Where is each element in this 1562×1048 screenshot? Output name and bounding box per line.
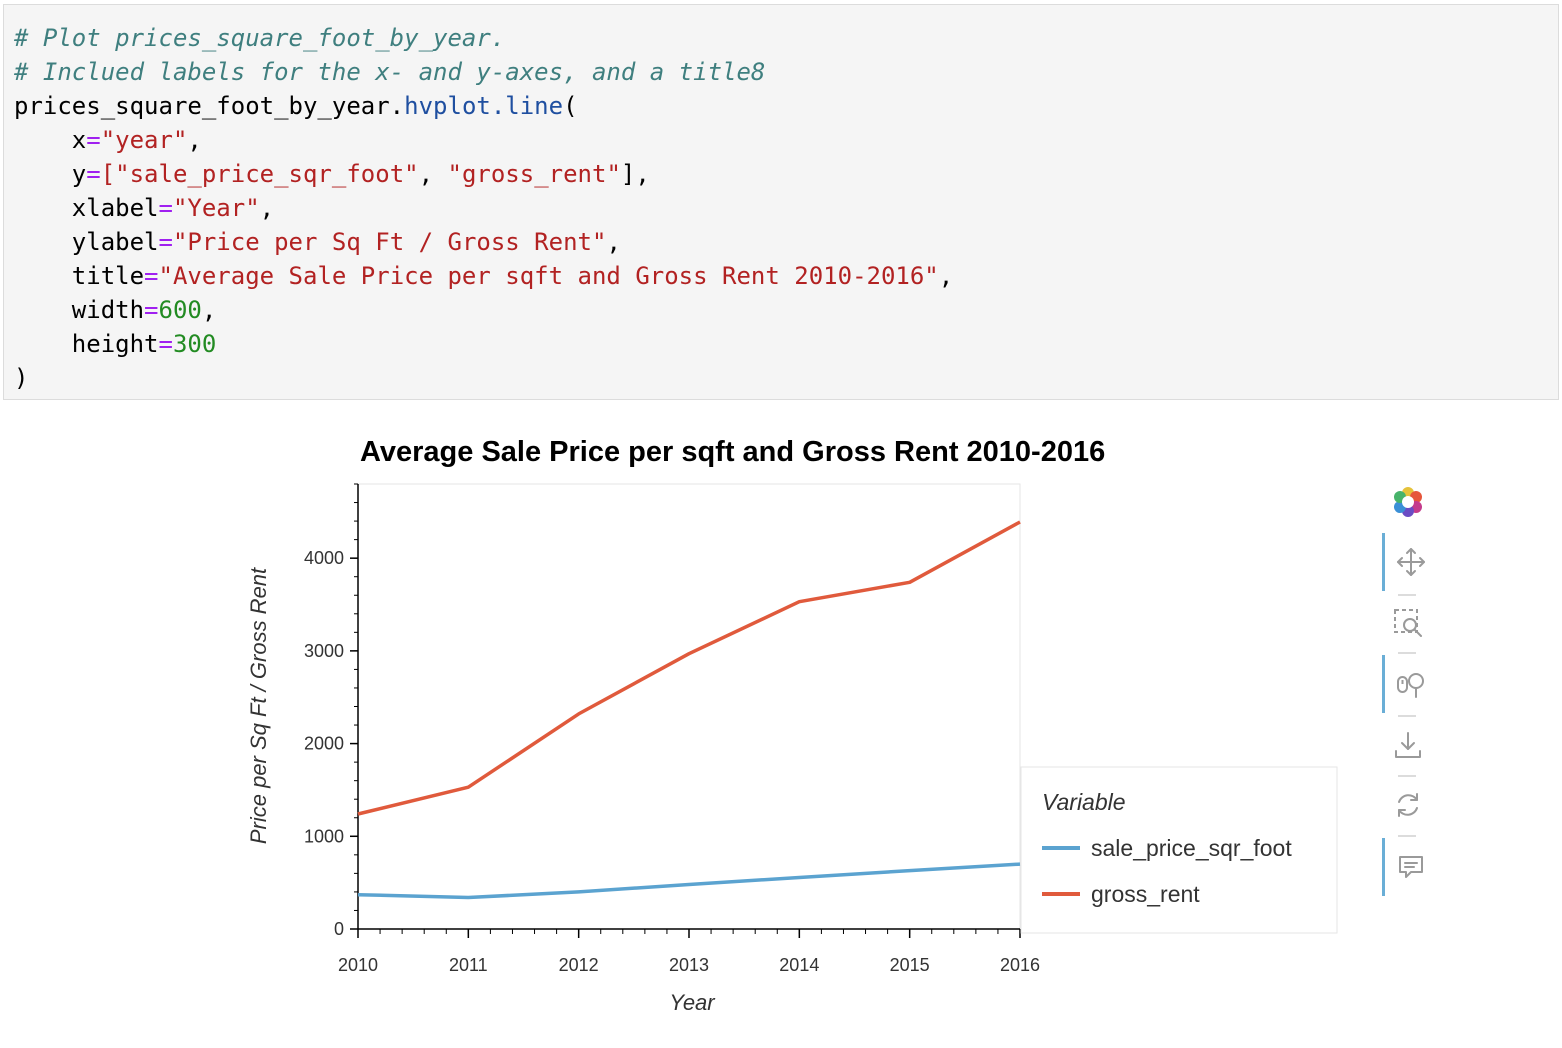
code-comment-line: # Inclued labels for the x- and y-axes, … bbox=[14, 58, 766, 86]
x-axis-title: Year bbox=[669, 990, 716, 1015]
hover-tool-button[interactable] bbox=[1382, 838, 1437, 896]
code-operator: = bbox=[144, 262, 159, 290]
hover-comment-icon bbox=[1399, 856, 1423, 878]
code-object: prices_square_foot_by_year. bbox=[14, 92, 405, 120]
code-string: "Year" bbox=[172, 194, 260, 222]
toolbar-divider bbox=[1398, 594, 1416, 596]
code-comma: , bbox=[938, 262, 954, 290]
wheel-zoom-icon bbox=[1397, 673, 1424, 698]
code-param: height bbox=[71, 330, 159, 358]
reset-tool-button[interactable] bbox=[1382, 779, 1434, 831]
box-zoom-icon bbox=[1394, 609, 1422, 637]
code-line: ) bbox=[14, 361, 953, 395]
y-tick-label: 4000 bbox=[304, 548, 344, 568]
code-line: height=300 bbox=[14, 327, 953, 361]
legend-item[interactable]: gross_rent bbox=[1042, 881, 1200, 907]
code-string: "Price per Sq Ft / Gross Rent" bbox=[172, 228, 607, 256]
bokeh-logo-icon bbox=[1394, 487, 1422, 517]
y-tick-label: 2000 bbox=[304, 734, 344, 754]
code-param: y bbox=[71, 160, 87, 188]
legend-items[interactable]: sale_price_sqr_foot gross_rent bbox=[1042, 835, 1292, 907]
code-comment-line: # Plot prices_square_foot_by_year. bbox=[14, 24, 506, 52]
box-zoom-tool-button[interactable] bbox=[1382, 597, 1434, 649]
chart-title: Average Sale Price per sqft and Gross Re… bbox=[360, 436, 1106, 468]
x-tick-label: 2014 bbox=[779, 955, 819, 975]
code-number: 300 bbox=[172, 330, 217, 358]
code-string: "year" bbox=[100, 126, 188, 154]
code-comma: , bbox=[259, 194, 275, 222]
code-string: "gross_rent" bbox=[447, 160, 621, 188]
legend-label: sale_price_sqr_foot bbox=[1091, 835, 1292, 861]
x-tick-label: 2015 bbox=[890, 955, 930, 975]
code-line: title="Average Sale Price per sqft and G… bbox=[14, 259, 953, 293]
code-param: title bbox=[71, 262, 145, 290]
code-comma: , bbox=[187, 126, 202, 154]
y-tick-label: 3000 bbox=[304, 641, 344, 661]
reset-icon bbox=[1398, 793, 1418, 817]
code-string: ["sale_price_sqr_foot" bbox=[100, 160, 419, 188]
move-icon bbox=[1397, 548, 1425, 576]
download-icon bbox=[1395, 732, 1421, 758]
wheel-zoom-tool-button[interactable] bbox=[1382, 655, 1437, 713]
code-operator: = bbox=[144, 296, 159, 324]
code-operator: = bbox=[158, 330, 173, 358]
x-tick-label: 2013 bbox=[669, 955, 709, 975]
code-operator: = bbox=[86, 126, 101, 154]
code-paren: ( bbox=[563, 92, 578, 120]
code-bracket: ] bbox=[620, 160, 636, 188]
series-line-sale-price-sqr-foot[interactable] bbox=[357, 862, 1021, 900]
series-layer bbox=[357, 520, 1021, 900]
y-tick-label: 1000 bbox=[304, 826, 344, 846]
code-operator: = bbox=[158, 194, 173, 222]
code-line: xlabel="Year", bbox=[14, 191, 953, 225]
code-param: xlabel bbox=[71, 194, 159, 222]
code-operator: = bbox=[158, 228, 173, 256]
x-tick-label: 2016 bbox=[1000, 955, 1040, 975]
x-tick-label: 2012 bbox=[559, 955, 599, 975]
code-method: hvplot.line bbox=[404, 92, 564, 120]
code-param: x bbox=[71, 126, 87, 154]
code-comma: , bbox=[606, 228, 621, 256]
y-tick-label: 0 bbox=[334, 919, 344, 939]
legend-label: gross_rent bbox=[1091, 881, 1200, 907]
x-tick-label: 2011 bbox=[449, 955, 488, 975]
toolbar-divider bbox=[1398, 715, 1416, 717]
code-line: ylabel="Price per Sq Ft / Gross Rent", bbox=[14, 225, 953, 259]
code-line: prices_square_foot_by_year.hvplot.line( bbox=[14, 89, 953, 123]
code-param: ylabel bbox=[71, 228, 159, 256]
code-line: y=["sale_price_sqr_foot", "gross_rent"], bbox=[14, 157, 953, 191]
code-comma: , bbox=[418, 160, 448, 188]
code-line: x="year", bbox=[14, 123, 953, 157]
code-paren: ) bbox=[14, 364, 29, 392]
legend[interactable]: Variable sale_price_sqr_foot gross_rent bbox=[1020, 766, 1338, 934]
legend-item[interactable]: sale_price_sqr_foot bbox=[1042, 835, 1292, 861]
code-string: "Average Sale Price per sqft and Gross R… bbox=[158, 262, 939, 290]
toolbar-divider bbox=[1398, 775, 1416, 777]
code-cell[interactable]: # Plot prices_square_foot_by_year. # Incl… bbox=[3, 4, 1559, 400]
toolbar-divider bbox=[1398, 652, 1416, 654]
code-number: 600 bbox=[158, 296, 202, 324]
code-line: width=600, bbox=[14, 293, 953, 327]
toolbar-divider bbox=[1398, 835, 1416, 837]
code-param: width bbox=[71, 296, 145, 324]
code-comma: , bbox=[201, 296, 217, 324]
save-tool-button[interactable] bbox=[1382, 719, 1434, 771]
chart-axes: 0 1000 2000 3000 4000 2010 2011 2012 2013 2014 201… bbox=[304, 483, 1040, 975]
series-line-gross-rent[interactable] bbox=[357, 520, 1021, 816]
pan-tool-button[interactable] bbox=[1382, 533, 1437, 591]
legend-title: Variable bbox=[1042, 789, 1126, 815]
code-operator: = bbox=[86, 160, 101, 188]
code-comma: , bbox=[635, 160, 650, 188]
plot-frame bbox=[357, 483, 1021, 930]
bokeh-logo-icon[interactable] bbox=[1382, 476, 1434, 528]
code-editor[interactable]: # Plot prices_square_foot_by_year. # Incl… bbox=[14, 21, 953, 395]
x-tick-label: 2010 bbox=[338, 955, 378, 975]
y-axis-title: Price per Sq Ft / Gross Rent bbox=[246, 567, 271, 844]
